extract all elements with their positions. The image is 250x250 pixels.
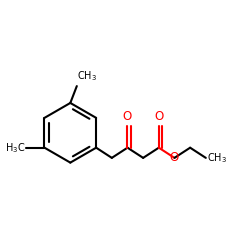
Text: CH$_3$: CH$_3$ [207, 151, 227, 165]
Text: O: O [154, 110, 164, 122]
Text: O: O [123, 110, 132, 122]
Text: H$_3$C: H$_3$C [5, 141, 25, 154]
Text: CH$_3$: CH$_3$ [77, 69, 97, 83]
Text: O: O [170, 151, 179, 164]
